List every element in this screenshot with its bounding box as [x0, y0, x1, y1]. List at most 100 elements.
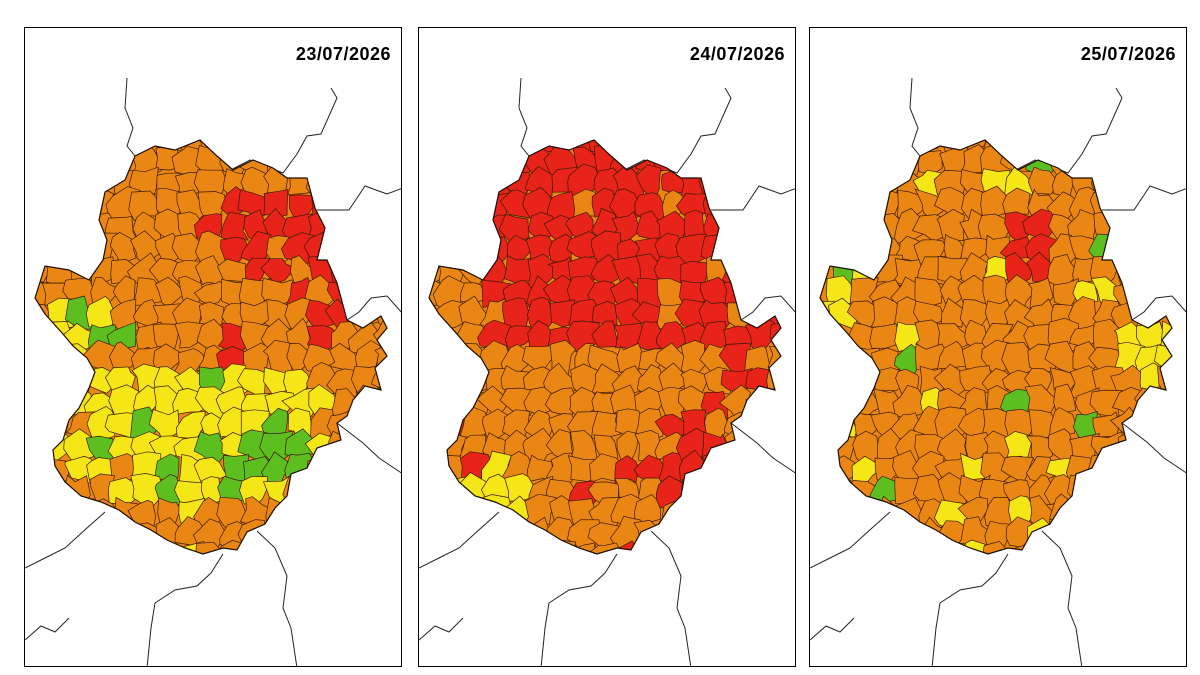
- municipality: [35, 140, 50, 152]
- municipality: [220, 540, 251, 554]
- municipality: [328, 538, 357, 554]
- municipality: [263, 140, 291, 156]
- municipality: [848, 140, 878, 155]
- municipality: [656, 321, 687, 357]
- municipality: [1048, 407, 1076, 439]
- municipality: [458, 516, 489, 548]
- municipality: [375, 255, 387, 286]
- municipality: [719, 517, 753, 553]
- municipality: [239, 475, 268, 505]
- border-line: [740, 295, 795, 321]
- municipality: [1160, 519, 1172, 551]
- municipality: [262, 520, 295, 552]
- municipality: [67, 146, 93, 175]
- municipality: [1070, 539, 1101, 554]
- border-line: [214, 87, 338, 179]
- municipality: [1154, 408, 1172, 441]
- municipality: [791, 280, 796, 308]
- municipality: [676, 140, 706, 156]
- municipality: [35, 234, 49, 269]
- municipality: [747, 454, 776, 488]
- municipality: [913, 542, 950, 554]
- municipality: [633, 408, 665, 440]
- border-line: [256, 530, 298, 666]
- municipality: [240, 541, 276, 554]
- municipality: [675, 544, 713, 554]
- municipalities: [35, 140, 402, 554]
- municipality: [820, 476, 836, 507]
- municipality: [502, 297, 530, 329]
- municipality: [394, 341, 402, 375]
- municipality: [458, 209, 493, 237]
- municipality: [704, 407, 729, 442]
- municipality: [130, 543, 160, 554]
- municipality: [788, 165, 796, 198]
- municipality: [1162, 275, 1172, 308]
- border-line: [518, 77, 530, 157]
- municipality: [786, 477, 797, 506]
- border-line: [317, 185, 401, 211]
- region-outline: [34, 139, 388, 555]
- municipality: [742, 231, 776, 268]
- municipality: [616, 430, 639, 462]
- municipality: [479, 147, 510, 177]
- municipality: [429, 383, 450, 421]
- municipality: [789, 455, 796, 484]
- municipality: [193, 431, 228, 464]
- municipality: [1049, 518, 1081, 551]
- municipality: [237, 140, 275, 154]
- municipality: [35, 167, 53, 197]
- municipality: [852, 189, 882, 222]
- municipality: [435, 234, 467, 267]
- municipality: [1005, 274, 1038, 310]
- panel-date-1: 23/07/2026: [295, 44, 391, 64]
- municipality: [744, 165, 775, 199]
- municipality: [941, 297, 964, 328]
- municipality: [823, 538, 859, 554]
- municipality: [35, 523, 51, 548]
- map-panel-2: 24/07/2026: [418, 27, 796, 667]
- municipality: [481, 279, 512, 308]
- municipality: [722, 140, 757, 156]
- municipality: [436, 166, 467, 194]
- municipality: [747, 211, 779, 241]
- municipality: [305, 474, 337, 510]
- municipality: [302, 523, 334, 551]
- municipality: [789, 302, 796, 332]
- municipality: [35, 429, 49, 464]
- municipality: [1181, 255, 1187, 285]
- municipality: [1180, 191, 1187, 220]
- municipality: [326, 208, 361, 245]
- municipality: [429, 318, 447, 353]
- municipality: [701, 538, 733, 554]
- municipality: [727, 165, 758, 200]
- municipality: [456, 140, 487, 152]
- municipality: [240, 231, 272, 264]
- municipality: [35, 475, 52, 510]
- municipality: [435, 387, 470, 422]
- municipality: [439, 519, 465, 551]
- municipality: [39, 407, 70, 436]
- municipality: [459, 146, 490, 179]
- municipality: [1157, 384, 1172, 421]
- municipality: [831, 140, 862, 153]
- municipality: [848, 497, 883, 531]
- municipality: [1157, 365, 1172, 399]
- municipality: [503, 544, 534, 554]
- municipality: [721, 208, 753, 241]
- municipality: [1134, 142, 1163, 175]
- municipality: [1177, 345, 1187, 372]
- municipality: [396, 231, 402, 261]
- municipality: [824, 209, 859, 244]
- municipality: [194, 541, 231, 554]
- municipality: [326, 454, 361, 485]
- municipality: [791, 236, 796, 263]
- municipality: [1048, 140, 1077, 153]
- municipality: [763, 166, 781, 202]
- municipality: [847, 145, 880, 176]
- municipality: [351, 233, 382, 264]
- border-line: [419, 617, 464, 641]
- municipality: [35, 498, 56, 530]
- municipality: [305, 542, 340, 554]
- municipality: [1089, 519, 1122, 551]
